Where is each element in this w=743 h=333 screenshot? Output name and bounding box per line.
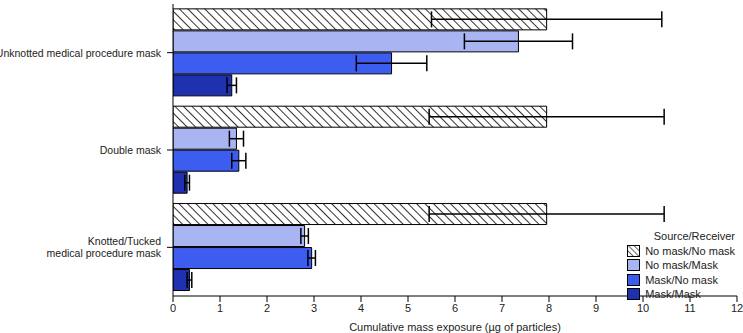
svg-text:10: 10: [637, 302, 649, 314]
svg-text:Double mask: Double mask: [100, 144, 162, 156]
svg-text:7: 7: [499, 302, 505, 314]
html-text:No mask/Mask: No mask/Mask: [645, 259, 718, 271]
svg-text:5: 5: [405, 302, 411, 314]
html-text:Mask/No mask: Mask/No mask: [645, 273, 718, 286]
svg-text:9: 9: [593, 302, 599, 314]
svg-text:2: 2: [264, 302, 270, 314]
svg-text:1: 1: [217, 302, 223, 314]
svg-text:Cumulative mass exposure (µg o: Cumulative mass exposure (µg of particle…: [349, 321, 561, 333]
svg-text:Knotted/Tuckedmedical procedur: Knotted/Tuckedmedical procedure mask: [47, 235, 162, 259]
html-text:No mask/No mask: No mask/No mask: [645, 244, 735, 257]
svg-text:3: 3: [311, 302, 317, 314]
svg-text:4: 4: [358, 302, 364, 314]
svg-text:12: 12: [731, 302, 735, 314]
html-text:Mask/Mask: Mask/Mask: [645, 288, 701, 300]
svg-text:11: 11: [684, 302, 695, 314]
svg-text:6: 6: [452, 302, 458, 314]
html-text:Source/Receiver: Source/Receiver: [653, 230, 735, 242]
svg-text:0: 0: [170, 302, 176, 314]
svg-text:8: 8: [546, 302, 552, 314]
svg-text:Unknotted medical procedure ma: Unknotted medical procedure mask: [8, 47, 162, 59]
